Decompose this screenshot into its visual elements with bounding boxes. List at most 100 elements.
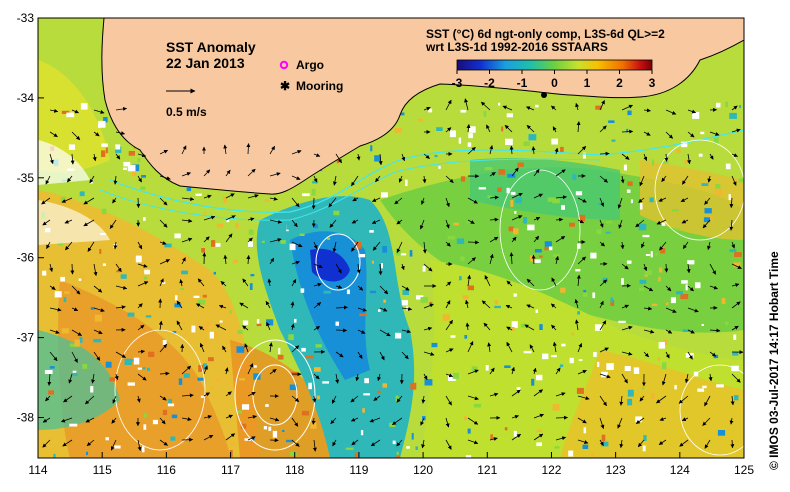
current-arrow	[533, 193, 543, 199]
sst-speck	[371, 260, 374, 264]
y-tick-label: -34	[17, 91, 35, 105]
sst-speck	[272, 430, 278, 438]
current-arrow	[247, 414, 257, 419]
sst-speck	[663, 339, 668, 345]
sst-speck	[286, 214, 290, 221]
y-tick-label: -35	[17, 171, 35, 185]
current-arrow	[355, 373, 360, 382]
sst-speck	[264, 199, 270, 202]
sst-speck	[422, 266, 426, 272]
sst-speck	[661, 222, 666, 226]
colorbar-tick-label: -2	[484, 76, 495, 90]
sst-speck	[315, 344, 322, 348]
sst-speck	[135, 255, 142, 263]
sst-speck	[278, 347, 281, 355]
current-arrow	[218, 304, 227, 309]
sst-speck	[513, 293, 517, 297]
current-arrow	[371, 197, 381, 202]
sst-speck	[721, 297, 726, 305]
current-arrow	[555, 392, 566, 397]
current-arrow	[291, 149, 302, 155]
sst-speck	[175, 295, 178, 301]
current-arrow	[203, 215, 216, 221]
current-arrow	[421, 439, 426, 449]
current-arrow	[467, 146, 476, 155]
sst-speck	[140, 186, 146, 190]
current-arrow	[379, 329, 391, 337]
current-arrow	[599, 417, 605, 429]
sst-speck	[596, 229, 602, 235]
current-arrow	[531, 254, 536, 265]
current-arrow	[687, 307, 699, 313]
current-arrow	[555, 169, 566, 177]
sst-speck	[661, 160, 669, 164]
sst-speck	[395, 332, 402, 339]
current-arrow	[467, 369, 479, 375]
sst-speck	[79, 191, 85, 197]
sst-speck	[98, 120, 106, 128]
current-arrow	[159, 343, 168, 353]
current-arrow	[199, 342, 205, 353]
sst-speck	[120, 274, 127, 279]
header-line-2: wrt L3S-1d 1992-2016 SSTAARS	[425, 40, 608, 54]
sst-speck	[195, 193, 202, 196]
current-arrow	[526, 125, 535, 133]
current-arrow	[599, 175, 608, 183]
sst-speck	[68, 144, 75, 150]
sst-speck	[684, 159, 688, 165]
sst-speck	[458, 137, 462, 144]
colorbar-tick-label: 0	[551, 76, 558, 90]
current-arrow	[401, 153, 406, 162]
current-arrow	[159, 175, 171, 181]
colorbar-tick-label: 2	[616, 76, 623, 90]
sst-speck	[311, 188, 316, 196]
current-arrow	[423, 373, 428, 380]
current-arrow	[247, 363, 254, 375]
current-arrow	[247, 237, 253, 243]
current-arrow	[533, 217, 541, 221]
current-arrow	[665, 109, 677, 115]
current-arrow	[93, 351, 101, 361]
current-arrow	[269, 145, 276, 155]
sst-speck	[703, 217, 711, 223]
current-arrow	[113, 175, 118, 185]
current-arrow	[529, 344, 535, 353]
sst-speck	[216, 223, 224, 228]
sst-speck	[103, 117, 108, 123]
current-arrow	[331, 395, 337, 404]
sst-speck	[569, 357, 574, 364]
current-arrow	[93, 285, 103, 293]
sst-speck	[675, 228, 680, 231]
sst-speck	[575, 269, 581, 272]
current-arrow	[577, 439, 589, 444]
current-arrow	[731, 153, 738, 157]
current-arrow	[617, 417, 623, 429]
sst-speck	[415, 446, 418, 450]
sst-speck	[643, 435, 647, 441]
sst-speck	[229, 450, 233, 457]
sst-speck	[236, 346, 245, 353]
sst-speck	[497, 187, 502, 192]
current-arrow	[621, 129, 634, 134]
sst-speck	[644, 274, 648, 277]
current-arrow	[312, 395, 317, 403]
current-arrow	[506, 341, 513, 353]
sst-speck	[494, 300, 499, 305]
x-tick-label: 119	[349, 463, 368, 477]
current-arrow	[555, 195, 567, 200]
current-arrow	[335, 153, 342, 164]
sst-speck	[424, 379, 433, 386]
current-arrow	[313, 373, 320, 380]
current-arrow	[577, 369, 587, 375]
current-arrow	[621, 304, 629, 309]
colorbar-tick-label: 1	[584, 76, 591, 90]
current-arrow	[577, 219, 585, 224]
sst-speck	[627, 181, 633, 186]
sst-speck	[582, 444, 589, 449]
sst-speck	[593, 352, 597, 357]
sst-speck	[49, 366, 55, 369]
current-arrow	[729, 219, 734, 231]
sst-speck	[392, 440, 396, 445]
sst-speck	[128, 151, 135, 156]
current-arrow	[93, 329, 103, 335]
